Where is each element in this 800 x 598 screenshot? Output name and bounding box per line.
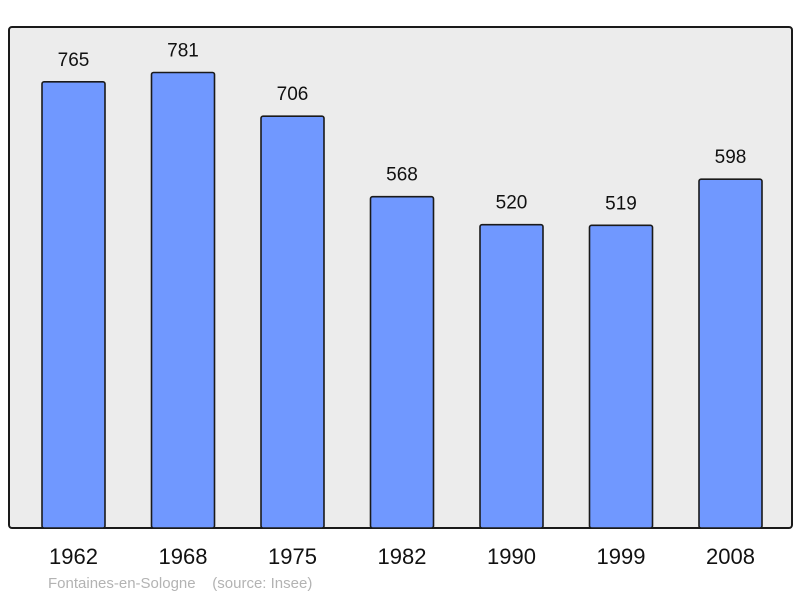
x-tick-label-2008: 2008 [706,544,755,569]
footer-place: Fontaines-en-Sologne [48,575,196,592]
bar-2008 [698,178,763,529]
bar-1990 [479,223,544,529]
bar-1968 [150,71,216,529]
x-tick-label-1962: 1962 [49,544,98,569]
data-label-1999: 519 [605,193,637,214]
data-label-1975: 706 [277,84,309,105]
footer-source: (source: Insee) [212,575,313,592]
data-label-1962: 765 [58,50,90,71]
chart-footer: Fontaines-en-Sologne (source: Insee) [48,575,312,592]
bar-1962 [41,81,106,529]
bar-1975 [260,115,325,529]
x-tick-label-1982: 1982 [378,544,427,569]
bar-1982 [369,195,435,529]
x-tick-label-1975: 1975 [268,544,317,569]
x-tick-label-1990: 1990 [487,544,536,569]
data-label-1968: 781 [167,40,199,61]
x-tick-label-1999: 1999 [597,544,646,569]
data-label-1990: 520 [496,193,528,214]
data-label-2008: 598 [715,147,747,168]
x-tick-label-1968: 1968 [159,544,208,569]
bar-1999 [588,224,654,529]
data-label-1982: 568 [386,165,418,186]
